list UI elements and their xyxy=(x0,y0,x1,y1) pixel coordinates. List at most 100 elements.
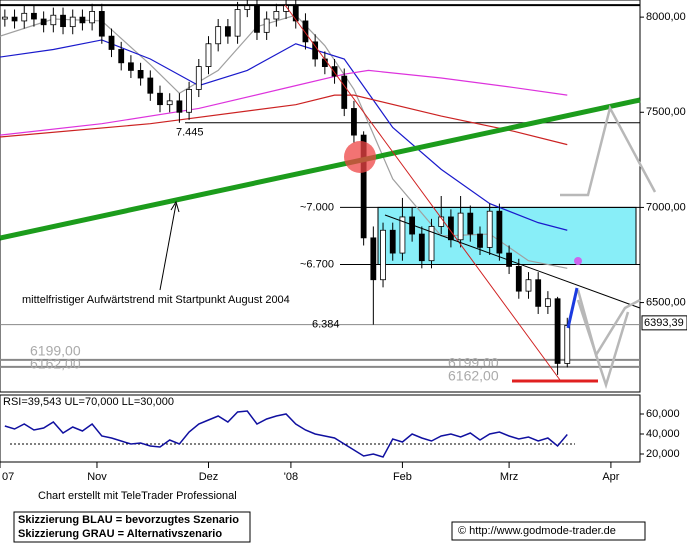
plot-area xyxy=(0,394,641,463)
candle-body xyxy=(428,226,435,262)
level-label: ~6.700 xyxy=(300,258,334,270)
candle-body xyxy=(564,324,571,364)
y-tick-label: 8000,00 xyxy=(646,11,686,23)
candle-body xyxy=(486,210,493,248)
candle-body xyxy=(244,5,251,10)
x-tick-label: 07 xyxy=(2,471,14,483)
candle-body xyxy=(98,11,105,37)
level-label: ~7.000 xyxy=(300,201,334,213)
candle-body xyxy=(166,100,173,106)
candle-body xyxy=(399,216,406,254)
candle-body xyxy=(467,212,474,235)
candle-body xyxy=(108,35,115,50)
price-panel: 7.445~7.000~6.7006.3846199,006199,006162… xyxy=(0,0,687,393)
level-label: 6.384 xyxy=(312,319,340,331)
credit: Chart erstellt mit TeleTrader Profession… xyxy=(38,490,237,502)
annotation: mittelfristiger Aufwärtstrend mit Startp… xyxy=(22,294,290,306)
candle-body xyxy=(351,108,357,136)
candle-body xyxy=(273,11,280,20)
candle-body xyxy=(380,229,386,281)
gray-scenario xyxy=(576,289,641,359)
level-label: 6162,00 xyxy=(30,356,81,372)
candle-body xyxy=(535,279,542,307)
candle-body xyxy=(312,41,319,60)
rsi-line xyxy=(4,410,568,458)
candle-body xyxy=(544,298,551,307)
x-tick-label: Nov xyxy=(87,471,107,483)
candle-body xyxy=(263,18,270,33)
candle-body xyxy=(331,66,338,77)
candle-body xyxy=(147,77,154,94)
x-tick-label: Apr xyxy=(602,471,619,483)
candle-body xyxy=(31,12,37,20)
candle-body xyxy=(254,5,260,33)
downtrend-line xyxy=(284,4,561,381)
y-tick-label: 7500,00 xyxy=(646,106,686,118)
legend-gray: Skizzierung GRAU = Alternativszenario xyxy=(18,528,222,540)
gray-scenario xyxy=(560,104,657,197)
x-tick-label: '08 xyxy=(284,471,298,483)
y-tick-label: 60,000 xyxy=(646,408,680,420)
candle-body xyxy=(224,26,231,37)
candle-body xyxy=(157,92,163,106)
candle-body xyxy=(457,212,464,241)
rsi-title: RSI=39,543 UL=70,000 LL=30,000 xyxy=(3,396,174,408)
x-tick-label: Feb xyxy=(393,471,412,483)
candle-body xyxy=(11,16,18,22)
copyright-box xyxy=(451,521,646,541)
candle-body xyxy=(1,16,8,20)
arrow-head xyxy=(170,200,180,213)
last-price-label: 6393,39 xyxy=(644,317,684,329)
candle-body xyxy=(360,134,367,239)
candle-body xyxy=(515,266,522,292)
candle-body xyxy=(60,14,66,28)
trend-channel-line xyxy=(384,214,641,309)
candle-body xyxy=(389,229,396,254)
y-tick-label: 7000,00 xyxy=(646,201,686,213)
uptrend-line xyxy=(0,97,641,241)
x-tick-label: Dez xyxy=(199,471,219,483)
candle-body xyxy=(79,16,86,24)
arrow xyxy=(159,203,177,291)
candle-body xyxy=(418,233,425,262)
target-marker xyxy=(574,257,582,265)
candle-body xyxy=(477,233,483,248)
copyright: © http://www.godmode-trader.de xyxy=(458,525,616,537)
candle-body xyxy=(195,66,202,90)
candle-body xyxy=(21,12,28,22)
y-tick-label: 20,000 xyxy=(646,448,680,460)
blue-scenario xyxy=(566,287,579,329)
candle-body xyxy=(292,5,299,22)
candle-body xyxy=(40,18,47,26)
candle-body xyxy=(186,89,192,113)
candle-body xyxy=(50,14,57,26)
candle-body xyxy=(205,43,212,68)
gray-scenario xyxy=(576,299,630,390)
rsi-panel: 60,000 40,000 20,000 RSI=39,543 UL=70,000 L… xyxy=(0,394,680,463)
candle-body xyxy=(234,9,241,37)
y-tick-label: 40,000 xyxy=(646,428,680,440)
candle-body xyxy=(118,49,125,64)
candle-body xyxy=(128,62,134,71)
candle-body xyxy=(176,100,183,113)
last-price-box xyxy=(641,315,687,331)
annotations xyxy=(0,4,657,390)
legend-box xyxy=(13,511,251,543)
candle-body xyxy=(215,26,222,45)
level-label: 7.445 xyxy=(176,127,204,139)
candle-body xyxy=(69,16,76,28)
candle-body xyxy=(496,210,503,254)
plot-area xyxy=(0,0,641,393)
candle-body xyxy=(525,279,532,292)
breakout-marker xyxy=(344,141,376,173)
candle-body xyxy=(137,70,144,79)
x-tick-label: Mrz xyxy=(500,471,518,483)
candle-body xyxy=(370,237,377,281)
legend-blue: Skizzierung BLAU = bevorzugtes Szenario xyxy=(18,514,239,526)
candle-body xyxy=(341,75,348,109)
candle-body xyxy=(302,20,309,43)
y-tick-label: 6500,00 xyxy=(646,296,686,308)
candle-body xyxy=(554,298,561,364)
candle-body xyxy=(89,11,96,24)
